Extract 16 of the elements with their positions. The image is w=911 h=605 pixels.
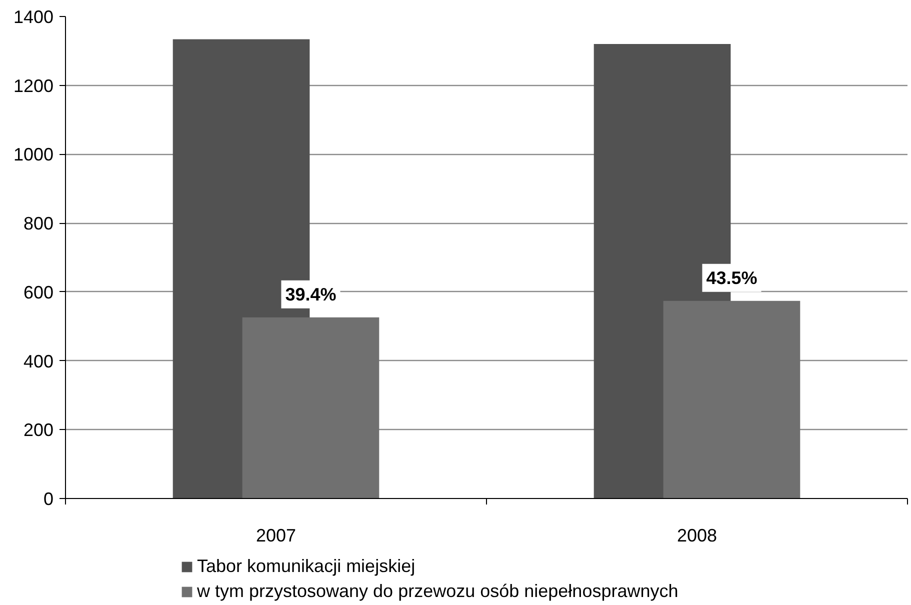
legend-label: w tym przystosowany do przewozu osób niepełnosprawnych bbox=[197, 581, 678, 602]
y-tick-label: 800 bbox=[23, 214, 54, 234]
y-tick-label: 600 bbox=[23, 282, 54, 302]
annotation: 43.5% bbox=[706, 268, 758, 288]
bar bbox=[663, 300, 800, 498]
x-tick-label: 2008 bbox=[676, 526, 718, 546]
legend-label: Tabor komunikacji miejskiej bbox=[197, 556, 416, 577]
y-tick-label: 0 bbox=[43, 489, 54, 509]
y-tick-label: 1200 bbox=[13, 76, 54, 96]
y-tick-label: 400 bbox=[23, 351, 54, 372]
y-tick-label: 1000 bbox=[13, 144, 54, 165]
x-tick-label: 2007 bbox=[256, 526, 296, 546]
annotation: 39.4% bbox=[285, 284, 336, 304]
y-tick-label: 200 bbox=[23, 420, 54, 440]
y-tick-label: 1400 bbox=[13, 7, 54, 27]
bar bbox=[242, 317, 380, 498]
